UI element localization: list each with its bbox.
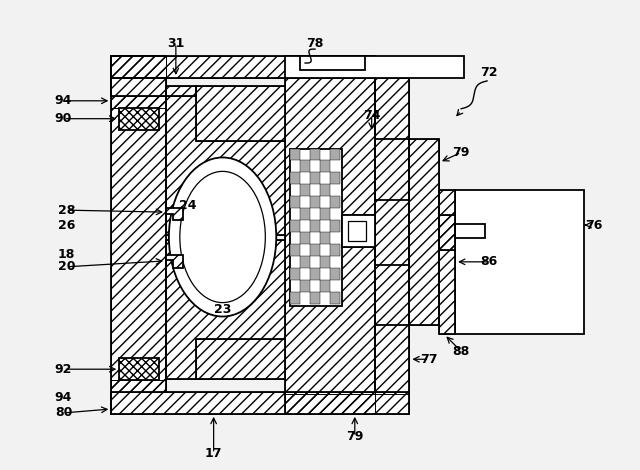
Bar [310, 220, 320, 232]
Bar [111, 392, 374, 414]
Bar [310, 149, 320, 160]
Bar [290, 149, 300, 160]
Bar [300, 280, 310, 292]
Bar [166, 86, 196, 96]
Bar [330, 244, 340, 256]
Text: 74: 74 [363, 109, 380, 122]
Bar [348, 221, 365, 241]
Bar [119, 108, 159, 130]
Text: 18: 18 [58, 248, 75, 261]
Text: 80: 80 [55, 407, 72, 419]
Text: 88: 88 [452, 345, 470, 358]
Bar [300, 160, 310, 172]
Bar [310, 268, 320, 280]
Bar [300, 232, 310, 244]
Bar [320, 280, 330, 292]
Text: 90: 90 [55, 112, 72, 125]
Text: 28: 28 [58, 204, 75, 217]
Polygon shape [166, 255, 183, 268]
Bar [111, 56, 166, 414]
Bar [290, 292, 300, 304]
Text: 77: 77 [420, 353, 438, 366]
Bar [290, 149, 342, 306]
Bar [111, 96, 166, 108]
Text: 92: 92 [55, 363, 72, 376]
Bar [330, 292, 340, 304]
Text: 79: 79 [452, 146, 470, 159]
Text: 20: 20 [58, 260, 76, 274]
Bar [300, 208, 310, 220]
Bar [320, 184, 330, 196]
Bar [300, 256, 310, 268]
Bar [320, 160, 330, 172]
Bar [320, 208, 330, 220]
Bar [330, 196, 340, 208]
Bar [119, 358, 159, 380]
Ellipse shape [169, 157, 276, 316]
Text: 17: 17 [205, 447, 222, 460]
Bar [330, 268, 340, 280]
Bar [285, 392, 410, 414]
Text: 94: 94 [55, 94, 72, 107]
Bar [439, 215, 455, 250]
Bar [166, 96, 285, 235]
Text: 79: 79 [346, 431, 364, 443]
Bar [330, 149, 340, 160]
Bar [374, 78, 410, 394]
Bar [410, 139, 439, 325]
Bar [166, 240, 285, 379]
Bar [455, 190, 584, 335]
Text: 94: 94 [55, 391, 72, 404]
Bar [330, 172, 340, 184]
Bar [290, 172, 300, 184]
Bar [196, 86, 285, 141]
Bar [320, 256, 330, 268]
Bar [342, 215, 374, 247]
Bar [290, 196, 300, 208]
Bar [300, 56, 365, 70]
Text: 24: 24 [179, 199, 196, 212]
Text: 86: 86 [481, 255, 498, 268]
Polygon shape [166, 208, 183, 220]
Bar [111, 56, 374, 78]
Bar [300, 184, 310, 196]
Text: 72: 72 [480, 66, 498, 79]
Bar [439, 190, 455, 335]
Text: 26: 26 [58, 219, 75, 232]
Text: 76: 76 [585, 219, 602, 232]
Bar [196, 339, 285, 379]
Bar [290, 268, 300, 280]
Text: 23: 23 [214, 303, 231, 316]
Bar [310, 196, 320, 208]
Bar [285, 56, 464, 78]
Bar [310, 292, 320, 304]
Bar [330, 220, 340, 232]
Bar [290, 244, 300, 256]
Bar [285, 78, 374, 394]
Bar [111, 380, 166, 392]
Bar [111, 78, 166, 96]
Text: 78: 78 [307, 37, 324, 50]
Bar [310, 244, 320, 256]
Bar [310, 172, 320, 184]
Text: 31: 31 [167, 37, 184, 50]
Bar [320, 232, 330, 244]
Bar [455, 224, 485, 238]
Bar [290, 220, 300, 232]
